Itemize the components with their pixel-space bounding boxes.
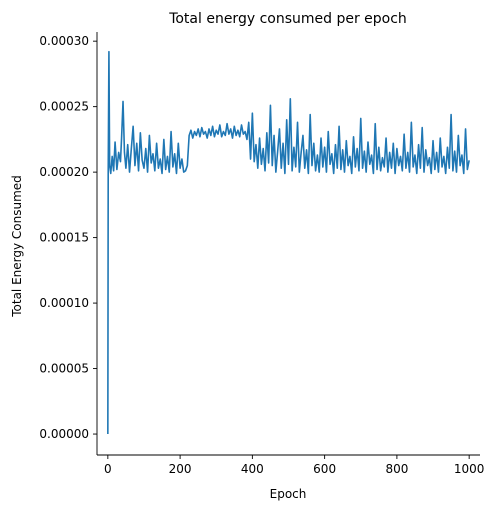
plot-area <box>107 50 470 435</box>
chart-title: Total energy consumed per epoch <box>168 11 407 27</box>
y-axis-ticks: 0.00000 0.00005 0.00010 0.00015 0.00020 0.000… <box>39 34 97 441</box>
x-tick-label: 200 <box>169 462 192 476</box>
x-tick-label: 0 <box>104 462 112 476</box>
x-tick-label: 400 <box>241 462 264 476</box>
y-tick-label: 0.00020 <box>39 165 89 179</box>
y-tick-label: 0.00025 <box>39 100 89 114</box>
x-axis-ticks: 0 200 400 600 800 1000 <box>104 455 484 476</box>
x-tick-label: 600 <box>313 462 336 476</box>
y-tick-label: 0.00000 <box>39 427 89 441</box>
y-tick-label: 0.00030 <box>39 34 89 48</box>
x-axis-label: Epoch <box>270 487 307 501</box>
energy-series-line <box>107 50 470 435</box>
x-tick-label: 1000 <box>454 462 485 476</box>
y-tick-label: 0.00005 <box>39 362 89 376</box>
y-tick-label: 0.00010 <box>39 296 89 310</box>
y-axis-label: Total Energy Consumed <box>10 175 24 318</box>
x-tick-label: 800 <box>385 462 408 476</box>
y-tick-label: 0.00015 <box>39 231 89 245</box>
